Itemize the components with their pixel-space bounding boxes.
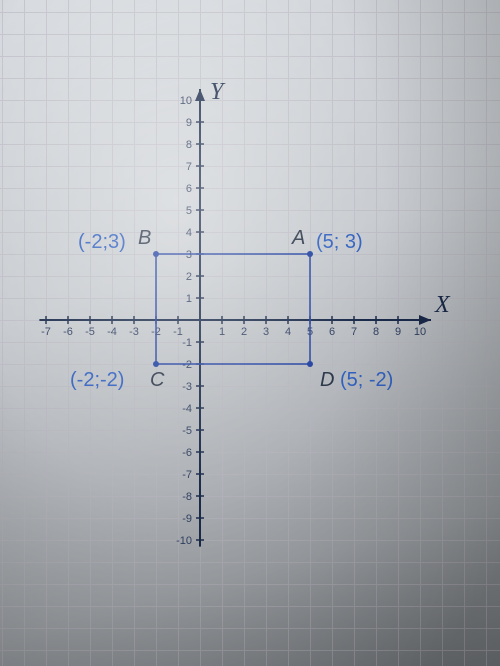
y-axis-arrow — [195, 89, 205, 101]
x-tick-label: 9 — [395, 326, 401, 338]
y-tick-label: -9 — [182, 513, 192, 525]
y-tick-label: 9 — [186, 117, 192, 129]
vertex-d — [307, 361, 313, 367]
vertex-label-b: B — [138, 227, 151, 249]
y-tick-label: 8 — [186, 139, 192, 151]
y-tick-label: 6 — [186, 183, 192, 195]
x-tick-label: 1 — [219, 326, 225, 338]
x-tick-label: 7 — [351, 326, 357, 338]
y-axis-label: Y — [210, 79, 226, 105]
y-tick-label: -7 — [182, 469, 192, 481]
y-tick-label: 1 — [186, 293, 192, 305]
y-tick-label: -6 — [182, 447, 192, 459]
y-tick-label: -5 — [182, 425, 192, 437]
rectangle-abcd — [156, 254, 310, 364]
x-tick-label: -6 — [63, 326, 73, 338]
y-tick-label: -1 — [182, 337, 192, 349]
vertex-label-d: D — [320, 369, 334, 391]
y-tick-label: -3 — [182, 381, 192, 393]
y-tick-label: 10 — [180, 95, 192, 107]
x-tick-label: 4 — [285, 326, 291, 338]
y-tick-label: -2 — [182, 359, 192, 371]
y-tick-label: 4 — [186, 227, 192, 239]
y-tick-label: 2 — [186, 271, 192, 283]
vertex-c — [153, 361, 159, 367]
x-tick-label: 6 — [329, 326, 335, 338]
x-tick-label: -3 — [129, 326, 139, 338]
vertex-coord-c: (-2;-2) — [70, 369, 124, 391]
x-tick-label: 2 — [241, 326, 247, 338]
y-tick-label: 7 — [186, 161, 192, 173]
coordinate-plot: X Y -7 -6 -5 -4 -3 -2 -1 1 2 3 4 5 6 7 8 9 10 -10 -9 -8 -7 -6 -5… — [0, 0, 500, 666]
vertex-a — [307, 251, 313, 257]
y-tick-label: 3 — [186, 249, 192, 261]
vertex-label-a: A — [291, 227, 305, 249]
x-tick-label: 3 — [263, 326, 269, 338]
y-tick-label: 5 — [186, 205, 192, 217]
x-axis-label: X — [434, 292, 451, 318]
x-tick-label: -4 — [107, 326, 117, 338]
x-axis-arrow — [419, 315, 431, 325]
x-tick-label: 8 — [373, 326, 379, 338]
vertex-coord-a: (5; 3) — [316, 231, 363, 253]
x-tick-label: -5 — [85, 326, 95, 338]
y-tick-label: -4 — [182, 403, 192, 415]
graph-paper: X Y -7 -6 -5 -4 -3 -2 -1 1 2 3 4 5 6 7 8 9 10 -10 -9 -8 -7 -6 -5… — [0, 0, 500, 666]
vertex-label-c: C — [150, 369, 165, 391]
y-tick-label: -8 — [182, 491, 192, 503]
vertex-coord-d: (5; -2) — [340, 369, 393, 391]
y-tick-label: -10 — [176, 535, 192, 547]
vertex-b — [153, 251, 159, 257]
vertex-coord-b: (-2;3) — [78, 231, 126, 253]
x-tick-label: -7 — [41, 326, 51, 338]
x-tick-label: 10 — [414, 326, 426, 338]
